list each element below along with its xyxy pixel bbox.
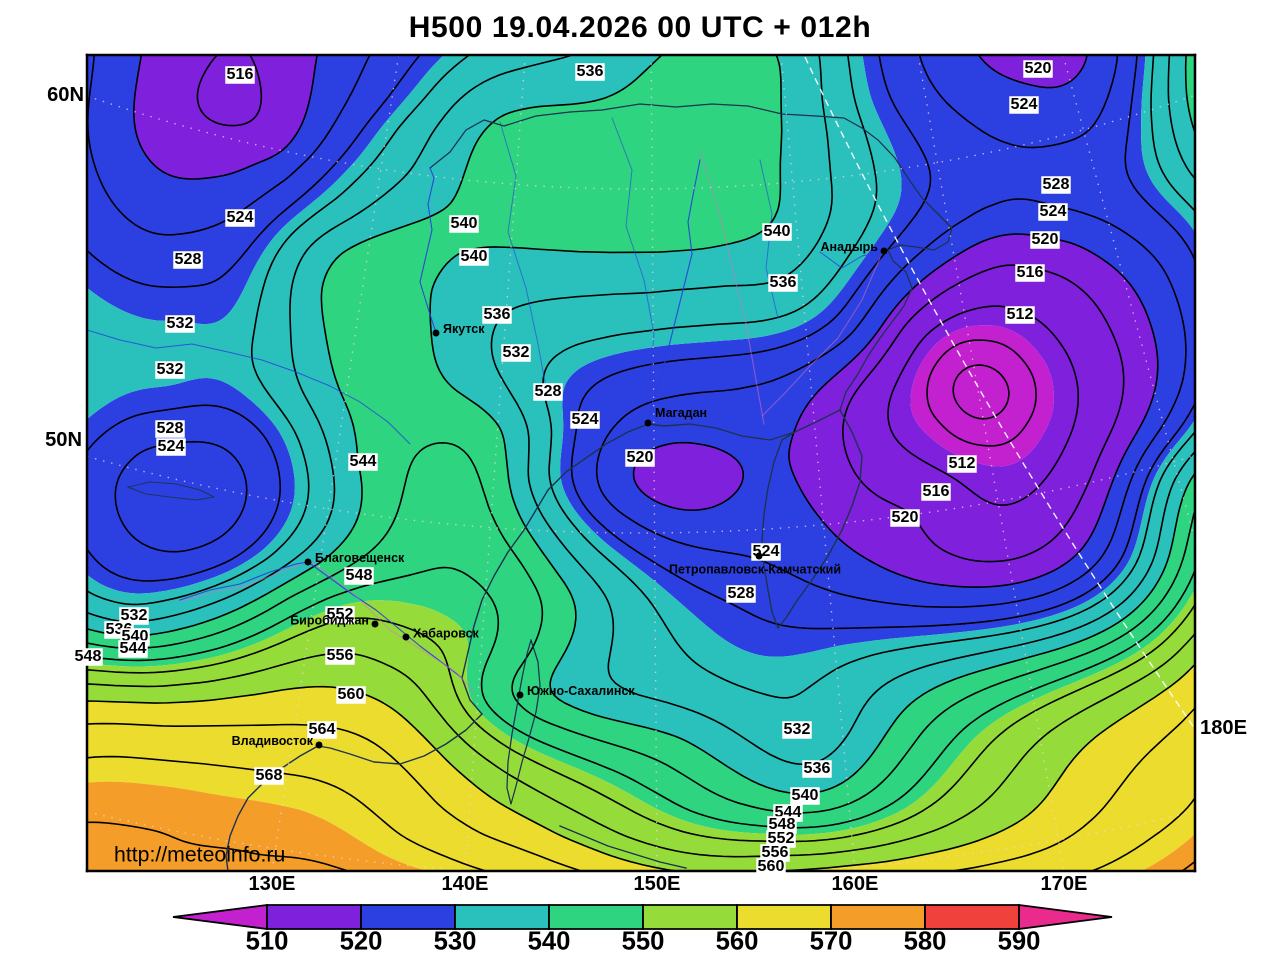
svg-text:560: 560 [338,685,365,703]
svg-text:540: 540 [451,214,478,232]
svg-text:160E: 160E [831,873,878,895]
svg-text:510: 510 [246,928,289,956]
svg-text:524: 524 [1011,95,1038,113]
svg-text:512: 512 [949,454,976,472]
svg-text:Хабаровск: Хабаровск [413,626,480,640]
svg-text:Южно-Сахалинск: Южно-Сахалинск [527,684,635,698]
svg-text:556: 556 [762,843,789,861]
svg-text:540: 540 [792,786,819,804]
svg-text:550: 550 [622,928,665,956]
svg-text:536: 536 [484,305,511,323]
svg-text:Магадан: Магадан [655,406,707,420]
svg-text:536: 536 [804,759,831,777]
svg-text:532: 532 [121,606,148,624]
svg-text:60N: 60N [47,84,84,106]
svg-text:556: 556 [327,646,354,664]
svg-text:548: 548 [75,647,102,665]
svg-text:544: 544 [350,452,377,470]
svg-text:552: 552 [768,829,795,847]
svg-text:540: 540 [528,928,571,956]
svg-text:524: 524 [158,437,185,455]
svg-text:H500 19.04.2026 00 UTC + 012h: H500 19.04.2026 00 UTC + 012h [409,11,872,44]
svg-text:520: 520 [1025,59,1052,77]
svg-text:552: 552 [327,605,354,623]
svg-text:130E: 130E [248,873,295,895]
svg-text:Владивосток: Владивосток [232,734,314,748]
svg-text:524: 524 [1040,202,1067,220]
svg-text:140E: 140E [441,873,488,895]
svg-text:528: 528 [1043,175,1070,193]
svg-text:Петропавловск-Камчатский: Петропавловск-Камчатский [669,562,841,576]
svg-text:http://meteoinfo.ru: http://meteoinfo.ru [114,842,285,866]
svg-text:548: 548 [346,566,373,584]
svg-text:564: 564 [309,720,336,738]
svg-text:548: 548 [769,815,796,833]
svg-text:516: 516 [1017,263,1044,281]
svg-text:180E: 180E [1200,717,1247,739]
svg-text:528: 528 [728,584,755,602]
svg-text:540: 540 [461,247,488,265]
svg-text:524: 524 [572,410,599,428]
svg-text:540: 540 [764,222,791,240]
svg-text:580: 580 [904,928,947,956]
svg-text:520: 520 [627,448,654,466]
svg-text:532: 532 [503,343,530,361]
svg-text:532: 532 [784,720,811,738]
svg-text:560: 560 [716,928,759,956]
svg-text:532: 532 [157,360,184,378]
svg-text:590: 590 [998,928,1041,956]
svg-text:528: 528 [157,419,184,437]
svg-text:536: 536 [577,62,604,80]
svg-text:544: 544 [120,639,147,657]
svg-text:536: 536 [770,273,797,291]
svg-text:570: 570 [810,928,853,956]
svg-text:150E: 150E [633,873,680,895]
svg-text:524: 524 [227,208,254,226]
svg-text:520: 520 [892,508,919,526]
svg-text:Биробиджан: Биробиджан [290,613,369,627]
svg-text:170E: 170E [1040,873,1087,895]
svg-text:568: 568 [256,766,283,784]
svg-text:Якутск: Якутск [443,322,485,336]
svg-text:560: 560 [758,857,785,875]
svg-text:512: 512 [1007,305,1034,323]
svg-text:516: 516 [227,65,254,83]
svg-text:Благовещенск: Благовещенск [315,551,405,565]
svg-text:50N: 50N [45,429,82,451]
svg-text:528: 528 [175,250,202,268]
svg-text:520: 520 [1032,230,1059,248]
svg-text:516: 516 [923,482,950,500]
svg-text:520: 520 [340,928,383,956]
svg-text:532: 532 [167,314,194,332]
svg-text:Анадырь: Анадырь [821,240,879,254]
svg-text:528: 528 [535,382,562,400]
svg-text:530: 530 [434,928,477,956]
